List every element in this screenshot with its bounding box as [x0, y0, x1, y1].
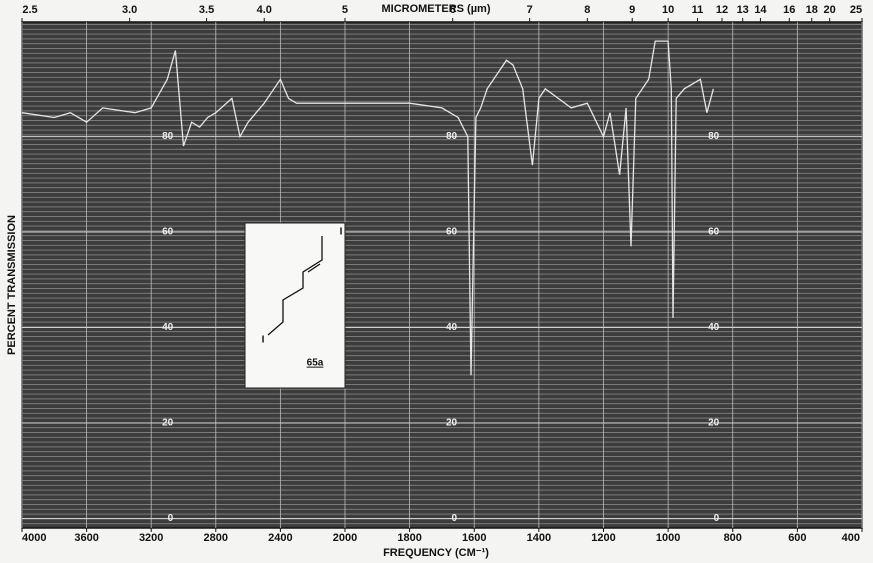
inset-box — [244, 222, 346, 389]
double-bond — [307, 263, 321, 273]
top-tick-label: 11 — [692, 4, 704, 16]
top-tick-label: 18 — [806, 4, 818, 16]
y-tick-label: 80 — [708, 131, 720, 142]
top-tick-label: 9 — [629, 4, 635, 16]
structure-bonds — [267, 236, 323, 336]
top-tick-label: 6 — [450, 4, 456, 16]
y-tick-label: 0 — [714, 513, 720, 524]
top-tick-label: 4.0 — [257, 4, 272, 16]
y-tick-label: 20 — [162, 418, 174, 429]
top-tick-label: 5 — [342, 4, 348, 16]
structure-inset: I I 65a — [244, 222, 346, 389]
y-tick-label: 40 — [708, 322, 720, 333]
x-tick-label: 600 — [788, 532, 806, 544]
top-tick-label: 25 — [850, 4, 862, 16]
y-tick-label: 40 — [162, 322, 174, 333]
top-tick-label: 12 — [716, 4, 728, 16]
x-tick-label: 1200 — [591, 532, 615, 544]
x-tick-label: 800 — [724, 532, 742, 544]
atom-label: I — [262, 335, 265, 346]
x-tick-label: 1800 — [397, 532, 421, 544]
x-tick-label: 400 — [842, 532, 860, 544]
top-tick-label: 8 — [584, 4, 590, 16]
x-axis-label: FREQUENCY (CM⁻¹) — [383, 547, 489, 559]
top-tick-label: 14 — [754, 4, 767, 16]
x-tick-label: 1000 — [656, 532, 680, 544]
x-tick-label: 3200 — [139, 532, 163, 544]
top-tick-label: 3.0 — [122, 4, 137, 16]
x-tick-label: 4000 — [22, 532, 46, 544]
y-tick-label: 20 — [708, 418, 720, 429]
top-tick-label: 20 — [824, 4, 836, 16]
y-tick-label: 60 — [162, 227, 174, 238]
x-tick-label: 1600 — [462, 532, 486, 544]
compound-label: 65a — [307, 358, 324, 369]
top-tick-label: 16 — [783, 4, 795, 16]
y-tick-label: 80 — [446, 131, 458, 142]
x-tick-label: 2400 — [268, 532, 292, 544]
y-axis-label: PERCENT TRANSMISSION — [6, 215, 18, 355]
y-tick-label: 60 — [446, 227, 458, 238]
top-tick-label: 3.5 — [199, 4, 214, 16]
x-tick-label: 2000 — [333, 532, 357, 544]
y-tick-label: 80 — [162, 131, 174, 142]
top-tick-label: 7 — [527, 4, 533, 16]
plot-area — [21, 21, 863, 529]
top-tick-label: 13 — [737, 4, 749, 16]
y-tick-label: 60 — [708, 227, 720, 238]
atom-label: I — [340, 227, 343, 238]
y-tick-label: 0 — [452, 513, 458, 524]
x-tick-label: 1400 — [527, 532, 551, 544]
x-tick-label: 3600 — [74, 532, 98, 544]
y-tick-label: 20 — [446, 418, 458, 429]
y-tick-label: 40 — [446, 322, 458, 333]
top-tick-label: 2.5 — [22, 4, 37, 16]
x-tick-label: 2800 — [204, 532, 228, 544]
spectrum-line — [21, 40, 715, 376]
top-axis-label: MICROMETERS (µm) — [381, 3, 490, 15]
y-tick-label: 0 — [168, 513, 174, 524]
top-tick-label: 10 — [662, 4, 674, 16]
